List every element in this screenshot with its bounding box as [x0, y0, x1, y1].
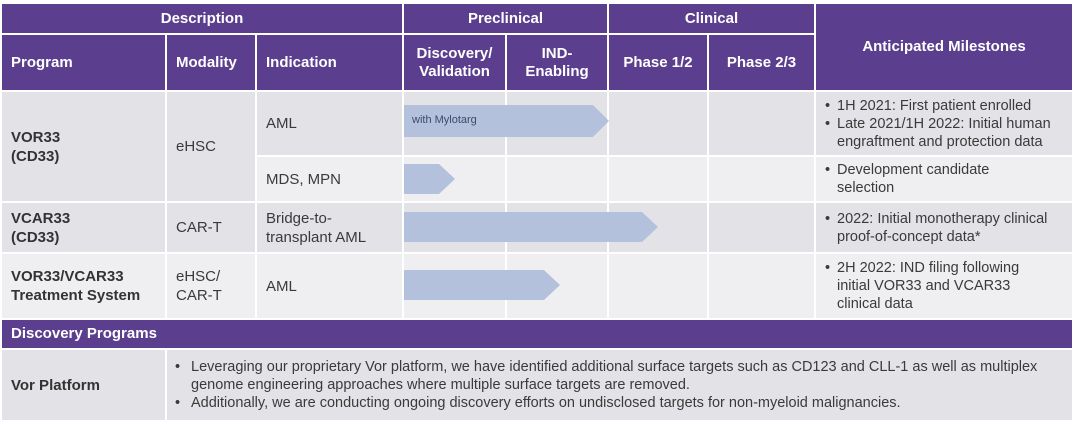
header-modality: Modality: [167, 35, 255, 90]
header-group-description: Description: [2, 4, 402, 33]
vor33-aml-milestone-2: Late 2021/1H 2022: Initial human engraft…: [825, 115, 1072, 151]
vcar33-progress-arrow: [404, 212, 658, 242]
vor33-aml-milestones: 1H 2021: First patient enrolled Late 202…: [816, 92, 1072, 155]
vor33-aml-indication-cell: AML: [257, 92, 402, 155]
vcar33-program-label: VCAR33 (CD33): [11, 209, 71, 246]
vcar33-indication-cell: Bridge-to- transplant AML: [257, 203, 402, 252]
header-group-preclinical: Preclinical: [404, 4, 607, 33]
vor33-aml-bar-label: with Mylotarg: [412, 114, 477, 126]
progress-arrow-shape: [404, 105, 609, 137]
vcar33-milestone-list: 2022: Initial monotherapy clinical proof…: [825, 210, 1072, 246]
vcar33-milestones: 2022: Initial monotherapy clinical proof…: [816, 203, 1072, 252]
header-phase-2-3: Phase 2/3: [709, 35, 814, 90]
progress-arrow-shape: [404, 212, 658, 242]
header-group-description-label: Description: [160, 9, 244, 27]
header-group-clinical: Clinical: [609, 4, 814, 33]
vor33-program-cell: VOR33 (CD33): [2, 92, 165, 201]
header-anticipated-milestones: Anticipated Milestones: [816, 4, 1072, 90]
header-phase-1-2: Phase 1/2: [609, 35, 707, 90]
vor-platform-label: Vor Platform: [11, 376, 100, 394]
system-milestone-1: 2H 2022: IND filing following initial VO…: [825, 259, 1055, 313]
vor33-modality-label: eHSC: [176, 138, 217, 155]
header-group-preclinical-label: Preclinical: [467, 9, 544, 27]
system-milestone-list: 2H 2022: IND filing following initial VO…: [825, 259, 1055, 313]
vor33-mds-milestones: Development candidate selection: [816, 157, 1072, 201]
system-stage-phase23: [709, 254, 814, 318]
vor-platform-description: Leveraging our proprietary Vor platform,…: [167, 350, 1072, 420]
header-ind-enabling: IND- Enabling: [507, 35, 607, 90]
header-anticipated-milestones-label: Anticipated Milestones: [862, 38, 1026, 55]
system-indication-label: AML: [266, 277, 297, 295]
system-indication-cell: AML: [257, 254, 402, 318]
vor33-mds-stage-phase23: [709, 157, 814, 201]
discovery-programs-title: Discovery Programs: [11, 325, 157, 342]
vcar33-program-cell: VCAR33 (CD33): [2, 203, 165, 252]
vor33-mds-milestone-list: Development candidate selection: [825, 161, 1025, 197]
system-modality-label: eHSC/ CAR-T: [176, 268, 222, 304]
vor33-mds-milestone-1: Development candidate selection: [825, 161, 1025, 197]
vor33-mds-progress-arrow: [404, 164, 455, 194]
vcar33-modality-cell: CAR-T: [167, 203, 255, 252]
vcar33-indication-label: Bridge-to- transplant AML: [266, 209, 367, 246]
header-modality-label: Modality: [176, 53, 237, 71]
progress-arrow-shape: [404, 164, 455, 194]
vor33-aml-indication-label: AML: [266, 115, 297, 132]
vor33-aml-milestone-1: 1H 2021: First patient enrolled: [825, 97, 1072, 115]
vor33-aml-progress-arrow: [404, 105, 609, 137]
header-ind-enabling-label: IND- Enabling: [525, 44, 589, 80]
header-group-clinical-label: Clinical: [684, 9, 739, 27]
header-phase-1-2-label: Phase 1/2: [623, 53, 693, 71]
header-indication-label: Indication: [266, 53, 337, 71]
vor33-aml-stage-phase23: [709, 92, 814, 155]
vor33-program-label: VOR33 (CD33): [11, 128, 61, 165]
vor33-aml-progress-bar: with Mylotarg: [404, 105, 609, 137]
vcar33-milestone-1: 2022: Initial monotherapy clinical proof…: [825, 210, 1072, 246]
system-progress-bar: [404, 270, 560, 300]
vor-platform-cell: Vor Platform: [2, 350, 165, 420]
system-stage-phase12: [609, 254, 707, 318]
vor-platform-bullet-1: Leveraging our proprietary Vor platform,…: [175, 358, 1065, 394]
vor33-aml-stage-phase12: [609, 92, 707, 155]
vcar33-progress-bar: [404, 212, 658, 242]
system-program-label: VOR33/VCAR33 Treatment System: [11, 268, 141, 304]
system-modality-cell: eHSC/ CAR-T: [167, 254, 255, 318]
vor33-mds-stage-ind: [507, 157, 607, 201]
system-progress-arrow: [404, 270, 560, 300]
vor33-aml-milestone-list: 1H 2021: First patient enrolled Late 202…: [825, 97, 1072, 151]
header-program-label: Program: [11, 53, 73, 71]
discovery-programs-header: Discovery Programs: [2, 320, 1072, 348]
vcar33-modality-label: CAR-T: [176, 219, 222, 236]
vor-platform-bullet-2: Additionally, we are conducting ongoing …: [175, 394, 1065, 412]
header-discovery-validation-label: Discovery/ Validation: [416, 44, 493, 80]
header-indication: Indication: [257, 35, 402, 90]
system-milestones: 2H 2022: IND filing following initial VO…: [816, 254, 1072, 318]
header-phase-2-3-label: Phase 2/3: [726, 53, 797, 71]
vcar33-stage-phase23: [709, 203, 814, 252]
vor33-mds-indication-label: MDS, MPN: [266, 170, 341, 188]
vor-platform-bullets: Leveraging our proprietary Vor platform,…: [175, 358, 1065, 412]
vor33-mds-stage-phase12: [609, 157, 707, 201]
vor33-mds-indication-cell: MDS, MPN: [257, 157, 402, 201]
system-program-cell: VOR33/VCAR33 Treatment System: [2, 254, 165, 318]
header-program: Program: [2, 35, 165, 90]
vor33-mds-progress-bar: [404, 164, 455, 194]
header-discovery-validation: Discovery/ Validation: [404, 35, 505, 90]
vor33-modality-cell: eHSC: [167, 92, 255, 201]
progress-arrow-shape: [404, 270, 560, 300]
